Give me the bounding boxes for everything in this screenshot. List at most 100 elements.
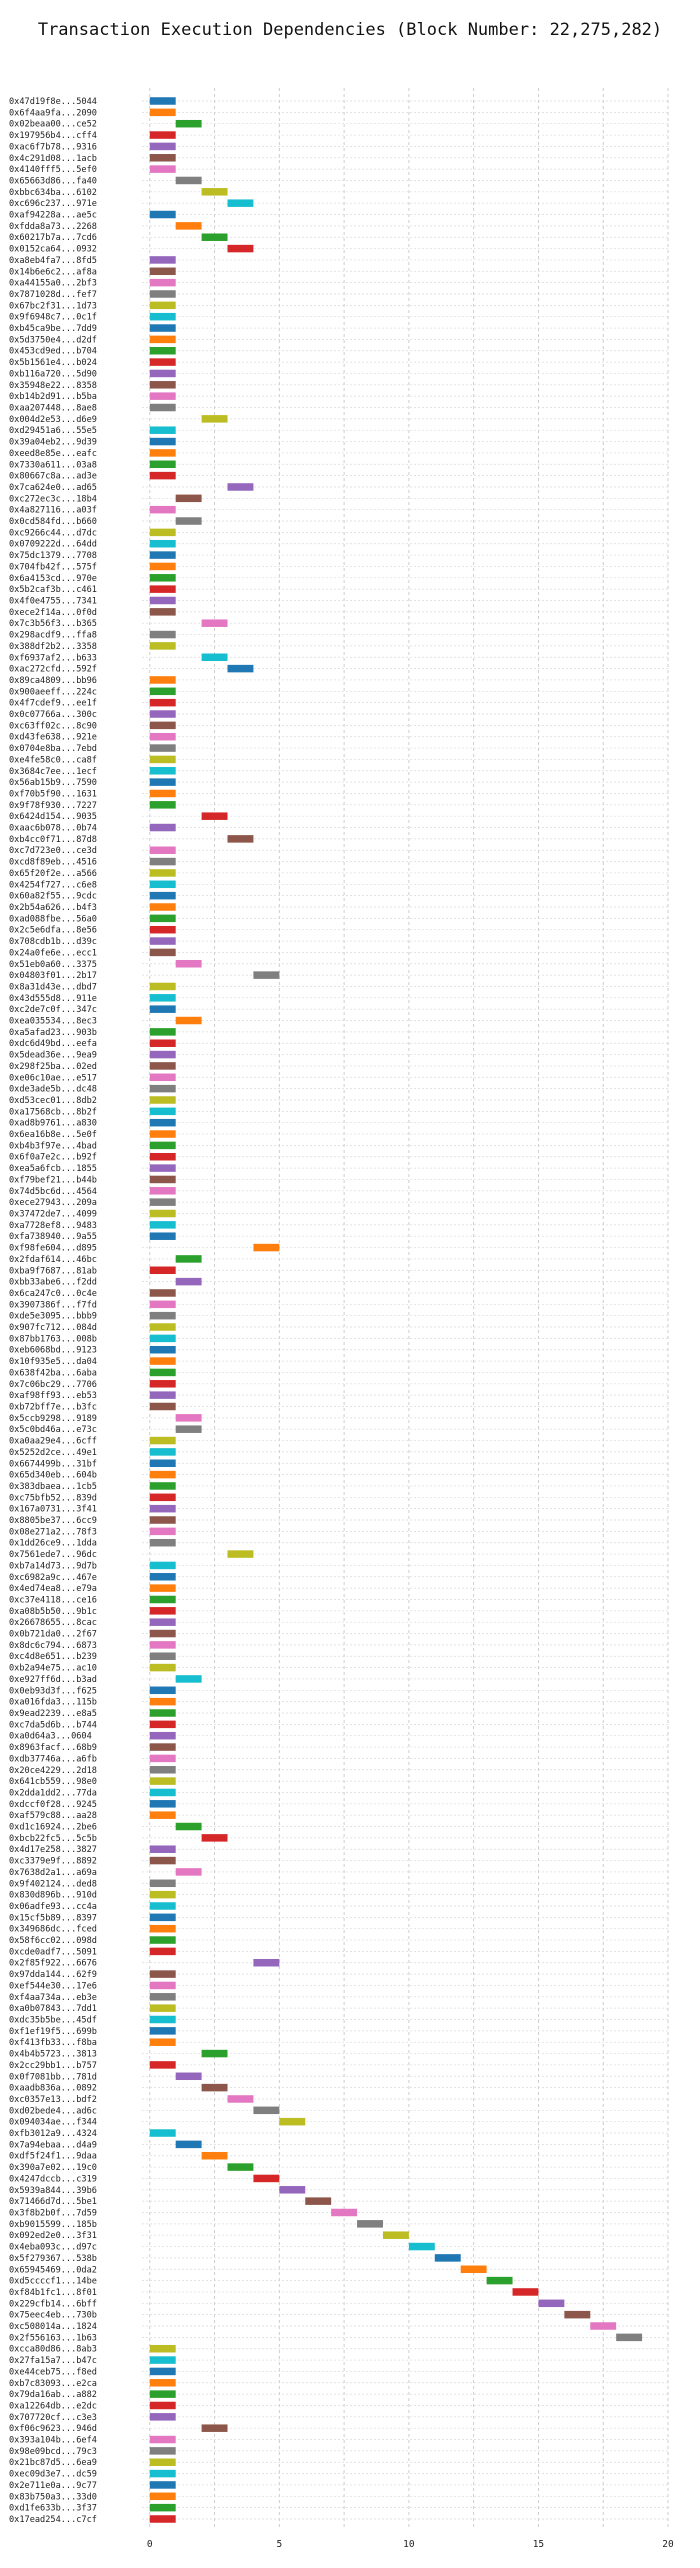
transaction-bar <box>149 1345 176 1354</box>
y-tick-label: 0x5b2caf3b...c461 <box>9 585 97 595</box>
y-tick-label: 0x907fc712...084d <box>9 1323 97 1333</box>
y-tick-label: 0xece27943...209a <box>9 1198 97 1208</box>
y-tick-label: 0x3684c7ee...1ecf <box>9 767 97 777</box>
transaction-bar <box>149 880 176 889</box>
transaction-bar <box>149 1970 176 1978</box>
transaction-bar <box>149 1107 176 1116</box>
y-tick-label: 0x71466d7d...5be1 <box>9 2197 97 2207</box>
y-tick-label: 0x830d896b...910d <box>9 1891 97 1901</box>
transaction-bar <box>149 1470 176 1479</box>
y-tick-label: 0xcca80d86...8ab3 <box>9 2345 97 2355</box>
transaction-bar <box>149 2015 176 2024</box>
y-tick-label: 0xc37e4118...ce16 <box>9 1595 97 1605</box>
transaction-bar <box>149 392 176 400</box>
transaction-bar <box>434 2254 461 2262</box>
transaction-bar <box>175 2140 202 2149</box>
transaction-bar <box>175 1016 202 1025</box>
y-tick-label: 0x65d340eb...604b <box>9 1471 97 1481</box>
y-tick-label: 0x298acdf9...ffa8 <box>9 631 97 641</box>
transaction-bar <box>149 1221 176 1229</box>
transaction-bar <box>149 2413 176 2421</box>
y-tick-label: 0x2fdaf614...46bc <box>9 1255 97 1265</box>
y-tick-label: 0x298f25ba...02ed <box>9 1062 97 1072</box>
transaction-bar <box>149 937 176 945</box>
transaction-bar <box>149 97 176 105</box>
transaction-bar <box>149 1141 176 1150</box>
y-tick-label: 0xc6982a9c...467e <box>9 1573 97 1583</box>
transaction-bar <box>149 767 176 775</box>
transaction-bar <box>175 1277 202 1286</box>
bar-layer <box>149 97 643 2523</box>
y-tick-label: 0x092ed2e0...3f31 <box>9 2231 97 2241</box>
y-tick-label: 0xfb3012a9...4324 <box>9 2129 97 2139</box>
transaction-bar <box>149 131 176 139</box>
y-tick-label: 0x9f402124...ded8 <box>9 1879 97 1889</box>
transaction-bar <box>149 778 176 786</box>
y-tick-label: 0x9ead2239...e8a5 <box>9 1709 97 1719</box>
transaction-bar <box>149 1368 176 1377</box>
transaction-bar <box>201 653 228 662</box>
transaction-bar <box>149 324 176 332</box>
y-tick-label: 0x04803f01...2b17 <box>9 971 97 981</box>
y-tick-label: 0x60a82f55...9cdc <box>9 892 97 902</box>
y-tick-label: 0x87bb1763...008b <box>9 1334 97 1344</box>
transaction-bar <box>227 835 254 843</box>
transaction-bar <box>149 108 176 117</box>
transaction-bar <box>149 1357 176 1365</box>
y-tick-label: 0xbbc634ba...6102 <box>9 188 97 198</box>
transaction-bar <box>149 1538 176 1547</box>
transaction-bar <box>175 1822 202 1831</box>
transaction-bar <box>149 1936 176 1944</box>
x-tick-label: 0 <box>147 2539 153 2550</box>
y-tick-label: 0xdf5f24f1...9daa <box>9 2152 97 2162</box>
transaction-bar <box>149 982 176 991</box>
x-tick-label: 10 <box>403 2539 415 2550</box>
y-tick-label: 0x89ca4809...bb96 <box>9 676 97 686</box>
y-tick-label: 0x5ccb9298...9189 <box>9 1414 97 1424</box>
transaction-bar <box>149 732 176 741</box>
y-tick-label: 0xd02bede4...ad6c <box>9 2106 97 2116</box>
y-tick-label: 0x65f20f2e...a566 <box>9 869 97 879</box>
y-tick-label: 0xa8eb4fa7...8fd5 <box>9 256 97 266</box>
transaction-bar <box>149 1890 176 1899</box>
transaction-bar <box>175 222 202 230</box>
grid-layer <box>142 88 669 2530</box>
transaction-bar <box>149 1050 176 1059</box>
x-tick-label: 15 <box>533 2539 544 2550</box>
y-tick-label: 0x0704e8ba...7ebd <box>9 744 97 754</box>
transaction-bar <box>149 426 176 434</box>
transaction-bar <box>227 244 254 253</box>
y-tick-label: 0xf84b1fc1...8f01 <box>9 2288 97 2298</box>
y-tick-label: 0xb72bff7e...b3fc <box>9 1402 97 1412</box>
y-tick-label: 0x6f4aa9fa...2090 <box>9 108 97 118</box>
transaction-bar <box>149 1743 176 1751</box>
y-tick-label: 0xc7d723e0...ce3d <box>9 846 97 856</box>
transaction-bar <box>149 381 176 389</box>
transaction-bar <box>201 2151 228 2160</box>
y-tick-label: 0xb4b3f97e...4bad <box>9 1141 97 1151</box>
y-tick-label: 0x0b721da0...2f67 <box>9 1630 97 1640</box>
y-tick-label: 0x67bc2f31...1d73 <box>9 301 97 311</box>
y-tick-label: 0x7638d2a1...a69a <box>9 1868 97 1878</box>
transaction-bar <box>149 642 176 650</box>
transaction-bar <box>149 744 176 752</box>
transaction-bar <box>149 687 176 696</box>
y-tick-label: 0x6f0a7e2c...b92f <box>9 1153 97 1163</box>
y-tick-label: 0xe06c10ae...e517 <box>9 1073 97 1083</box>
y-tick-label: 0x704fb42f...575f <box>9 562 97 572</box>
transaction-bar <box>149 210 176 219</box>
y-tick-label: 0x10f935e5...da04 <box>9 1357 97 1367</box>
y-tick-label: 0x2c5e6dfa...8e56 <box>9 926 97 936</box>
y-tick-label: 0x4ed74ea8...e79a <box>9 1584 97 1594</box>
y-tick-label: 0x37472de7...4099 <box>9 1210 97 1220</box>
transaction-bar <box>149 801 176 809</box>
y-tick-label: 0xdccf0f28...9245 <box>9 1800 97 1810</box>
transaction-bar <box>149 710 176 718</box>
transaction-bar <box>279 2117 306 2126</box>
transaction-bar <box>149 2435 176 2444</box>
chart-title: Transaction Execution Dependencies (Bloc… <box>37 20 663 40</box>
y-tick-label: 0xaf94228a...ae5c <box>9 211 97 221</box>
y-tick-label: 0x349686dc...fced <box>9 1925 97 1935</box>
transaction-bar <box>149 1516 176 1524</box>
